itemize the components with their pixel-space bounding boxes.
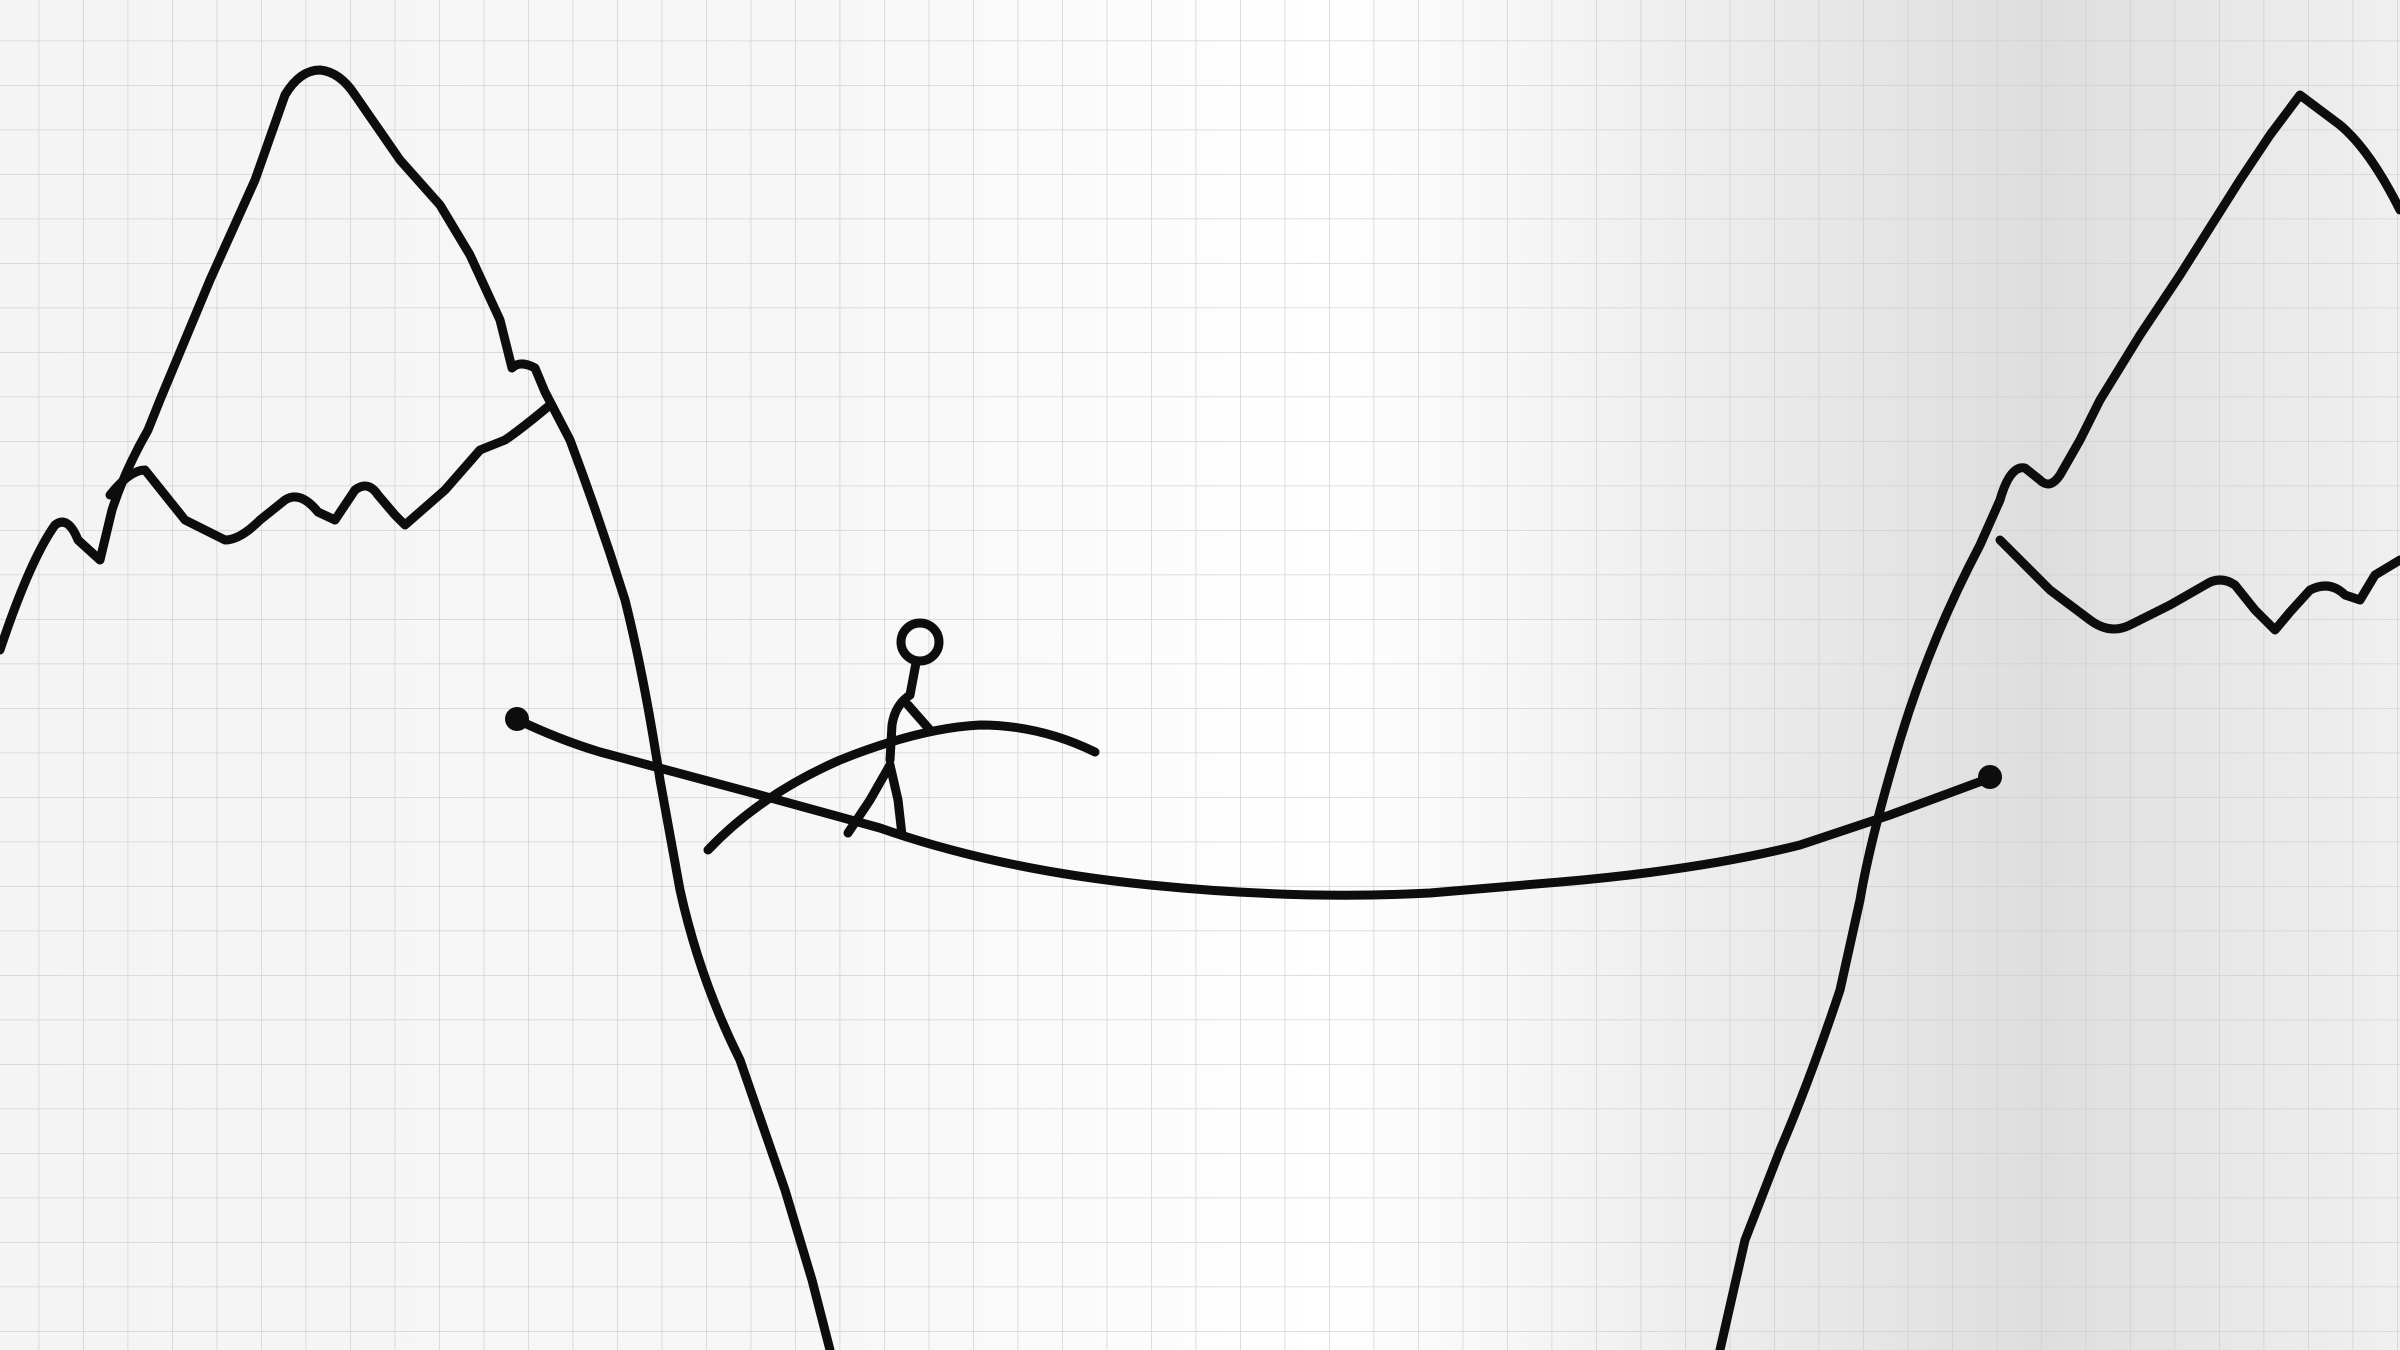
- stick-figure-leg-right: [885, 760, 907, 840]
- right-mountain-snowline: [1995, 535, 2400, 635]
- stick-figure-body: [885, 690, 915, 765]
- rope-anchor-left: [505, 707, 529, 731]
- stick-figure-leg-left: [843, 760, 895, 838]
- left-mountain-snowline: [105, 400, 555, 545]
- stick-figure-neck: [905, 658, 921, 700]
- right-mountain: [1715, 90, 2400, 1350]
- tightrope: [505, 707, 2002, 900]
- balance-pole: [703, 720, 1100, 855]
- stick-figure: [843, 618, 944, 840]
- rope-anchor-right: [1978, 765, 2002, 789]
- right-mountain-outline: [1715, 90, 2400, 1350]
- tightrope-line: [513, 715, 1995, 900]
- stick-figure-arm: [903, 700, 935, 735]
